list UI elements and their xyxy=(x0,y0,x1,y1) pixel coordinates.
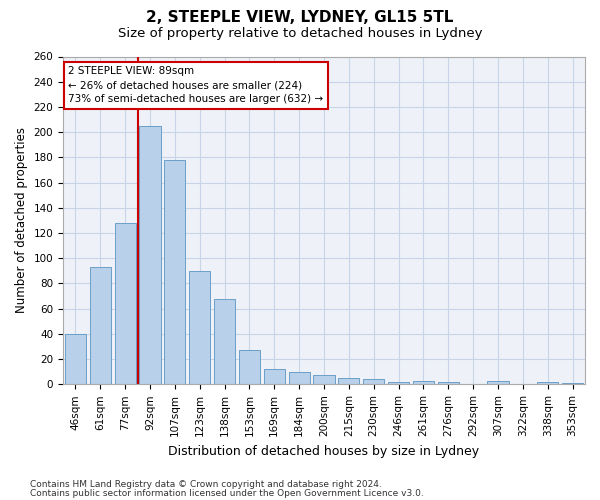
Bar xyxy=(338,378,359,384)
Text: Contains public sector information licensed under the Open Government Licence v3: Contains public sector information licen… xyxy=(30,488,424,498)
Bar xyxy=(139,126,161,384)
X-axis label: Distribution of detached houses by size in Lydney: Distribution of detached houses by size … xyxy=(169,444,479,458)
Bar xyxy=(164,160,185,384)
Bar xyxy=(289,372,310,384)
Bar xyxy=(239,350,260,384)
Bar xyxy=(313,376,335,384)
Text: Size of property relative to detached houses in Lydney: Size of property relative to detached ho… xyxy=(118,28,482,40)
Bar xyxy=(214,298,235,384)
Bar xyxy=(115,223,136,384)
Bar xyxy=(537,382,558,384)
Bar xyxy=(413,380,434,384)
Bar xyxy=(388,382,409,384)
Text: 2, STEEPLE VIEW, LYDNEY, GL15 5TL: 2, STEEPLE VIEW, LYDNEY, GL15 5TL xyxy=(146,10,454,25)
Y-axis label: Number of detached properties: Number of detached properties xyxy=(15,128,28,314)
Bar xyxy=(90,267,111,384)
Bar xyxy=(65,334,86,384)
Bar xyxy=(562,383,583,384)
Bar xyxy=(264,369,285,384)
Text: 2 STEEPLE VIEW: 89sqm
← 26% of detached houses are smaller (224)
73% of semi-det: 2 STEEPLE VIEW: 89sqm ← 26% of detached … xyxy=(68,66,323,104)
Bar xyxy=(363,380,384,384)
Bar xyxy=(438,382,459,384)
Text: Contains HM Land Registry data © Crown copyright and database right 2024.: Contains HM Land Registry data © Crown c… xyxy=(30,480,382,489)
Bar xyxy=(487,380,509,384)
Bar xyxy=(189,271,210,384)
